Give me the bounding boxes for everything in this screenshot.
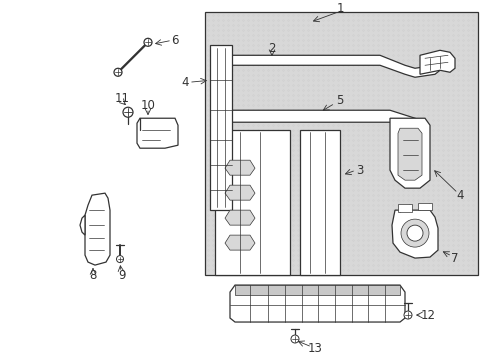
Text: 8: 8 [89, 269, 97, 282]
Circle shape [143, 38, 152, 46]
Text: 2: 2 [268, 42, 275, 55]
Polygon shape [235, 285, 399, 295]
Text: 13: 13 [307, 342, 322, 355]
Text: 3: 3 [356, 164, 363, 177]
Polygon shape [417, 203, 431, 210]
Polygon shape [229, 285, 404, 322]
Polygon shape [137, 118, 178, 148]
Polygon shape [397, 204, 411, 212]
Text: 12: 12 [420, 309, 435, 321]
Polygon shape [224, 235, 254, 250]
Circle shape [114, 68, 122, 76]
Text: 5: 5 [336, 94, 343, 107]
Circle shape [403, 311, 411, 319]
Polygon shape [215, 55, 439, 77]
Circle shape [290, 335, 298, 343]
Text: 4: 4 [455, 189, 463, 202]
Polygon shape [389, 118, 429, 188]
Polygon shape [224, 185, 254, 200]
Text: 10: 10 [140, 99, 155, 112]
Circle shape [400, 219, 428, 247]
Polygon shape [419, 50, 454, 74]
Polygon shape [224, 210, 254, 225]
Polygon shape [85, 193, 110, 265]
Polygon shape [397, 128, 421, 180]
Circle shape [406, 225, 422, 241]
Text: 6: 6 [171, 34, 179, 47]
Polygon shape [299, 130, 339, 275]
Polygon shape [116, 40, 149, 75]
Circle shape [116, 256, 123, 262]
Polygon shape [204, 12, 477, 275]
Polygon shape [215, 110, 424, 132]
Polygon shape [224, 160, 254, 175]
Text: 4: 4 [181, 76, 188, 89]
Text: 7: 7 [450, 252, 458, 265]
Polygon shape [80, 215, 85, 235]
Circle shape [123, 107, 133, 117]
Polygon shape [209, 45, 231, 210]
Polygon shape [215, 130, 289, 275]
Polygon shape [391, 210, 437, 258]
Text: 11: 11 [114, 92, 129, 105]
Text: 9: 9 [118, 269, 125, 282]
Text: 1: 1 [336, 2, 343, 15]
